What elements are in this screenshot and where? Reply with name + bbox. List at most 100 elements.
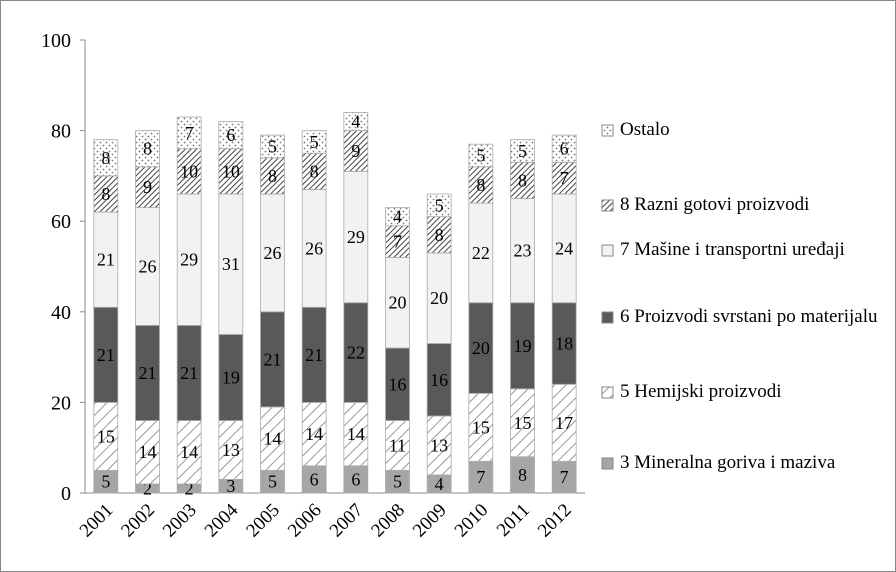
data-label: 18 (555, 334, 573, 354)
x-tick-label: 2008 (367, 500, 409, 542)
x-tick-label: 2003 (159, 500, 201, 542)
data-label: 8 (101, 184, 110, 204)
data-label: 21 (97, 345, 115, 365)
x-tick-label: 2007 (326, 500, 368, 542)
data-label: 5 (268, 472, 277, 492)
data-label: 8 (310, 161, 319, 181)
data-label: 7 (393, 232, 402, 252)
data-label: 2 (143, 478, 152, 498)
bar-segment (551, 383, 577, 462)
data-label: 5 (476, 146, 485, 166)
bar-segment (218, 121, 244, 150)
data-label: 14 (347, 424, 365, 444)
data-label: 21 (305, 345, 323, 365)
bar-segment (301, 130, 327, 154)
data-label: 21 (97, 250, 115, 270)
bar-segment (218, 420, 244, 480)
bar-segment (135, 324, 160, 421)
data-label: 29 (180, 250, 198, 270)
bar-segment (135, 130, 160, 168)
data-label: 11 (389, 435, 406, 455)
bar-segment (218, 193, 244, 335)
data-label: 15 (472, 417, 490, 437)
data-label: 6 (560, 139, 569, 159)
legend-label: 3 Mineralna goriva i maziva (620, 452, 836, 473)
legend-label: 6 Proizvodi svrstani po materijalu (620, 306, 878, 327)
bar-segment (468, 143, 494, 168)
data-label: 20 (472, 338, 490, 358)
data-label: 21 (264, 349, 282, 369)
x-tick-label: 2009 (409, 500, 451, 542)
data-label: 21 (180, 363, 198, 383)
bar-segment (301, 152, 327, 190)
bar-segment (385, 257, 410, 349)
x-tick-label: 2004 (201, 499, 243, 541)
bar-segment (93, 139, 119, 177)
y-tick-label: 20 (51, 392, 71, 414)
data-label: 22 (347, 343, 365, 363)
data-label: 22 (472, 243, 490, 263)
data-label: 6 (226, 125, 235, 145)
data-label: 29 (347, 227, 365, 247)
data-label: 6 (351, 469, 360, 489)
data-label: 2 (185, 478, 194, 498)
data-label: 9 (351, 141, 360, 161)
data-label: 13 (222, 440, 240, 460)
bar-segment (176, 324, 202, 421)
legend-label: 8 Razni gotovi proizvodi (620, 194, 810, 215)
data-label: 14 (180, 442, 198, 462)
data-label: 4 (351, 112, 360, 132)
bar-segment (260, 157, 285, 195)
data-label: 8 (476, 175, 485, 195)
bar-segment (218, 334, 244, 421)
data-label: 14 (305, 424, 323, 444)
data-label: 23 (514, 241, 532, 261)
bar-segment (260, 134, 285, 159)
bar-segment (260, 193, 285, 313)
data-label: 20 (430, 288, 448, 308)
bar-segment (301, 465, 327, 494)
x-tick-label: 2011 (493, 500, 534, 541)
data-label: 6 (310, 469, 319, 489)
x-tick-label: 2006 (284, 500, 326, 542)
bar-segment (93, 175, 119, 213)
data-label: 15 (97, 426, 115, 446)
bar-segment (510, 456, 535, 494)
data-label: 7 (185, 123, 194, 143)
bar-segment (510, 161, 535, 199)
data-label: 5 (435, 195, 444, 215)
legend-label: 5 Hemijski proizvodi (620, 381, 782, 402)
bar-segment (468, 202, 494, 304)
data-label: 7 (560, 168, 569, 188)
y-tick-label: 40 (51, 302, 71, 324)
y-tick-label: 80 (51, 121, 71, 143)
data-label: 7 (560, 467, 569, 487)
data-label: 15 (514, 413, 532, 433)
data-label: 8 (268, 166, 277, 186)
bar-segment (343, 302, 369, 403)
bar-segment (176, 420, 202, 485)
data-label: 26 (305, 238, 323, 258)
data-label: 8 (435, 225, 444, 245)
data-label: 4 (435, 474, 444, 494)
bar-segment (510, 302, 535, 390)
data-label: 9 (143, 177, 152, 197)
bar-segment (260, 311, 285, 408)
bar-segment (343, 170, 369, 304)
x-tick-label: 2002 (117, 500, 159, 542)
data-label: 4 (393, 207, 402, 227)
bar-segment (93, 401, 119, 471)
bar-segment (426, 252, 452, 344)
y-tick-label: 60 (51, 211, 71, 233)
bar-segment (135, 420, 160, 485)
legend-swatch (601, 386, 614, 399)
data-label: 10 (222, 161, 240, 181)
legend-swatch (601, 457, 614, 470)
data-label: 7 (476, 467, 485, 487)
legend-label: 7 Mašine i transportni uređaji (620, 239, 845, 260)
bar-segment (260, 406, 285, 471)
bar-segment (468, 302, 494, 394)
bar-segment (176, 193, 202, 326)
